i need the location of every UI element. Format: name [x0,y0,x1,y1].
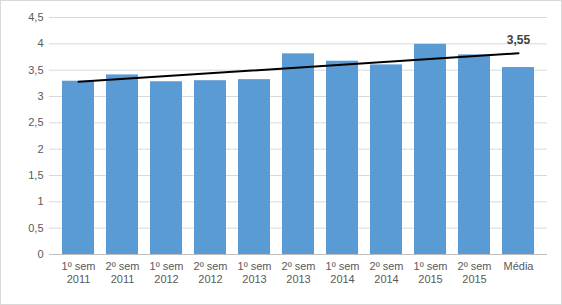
svg-text:3,5: 3,5 [28,64,43,76]
svg-text:3,55: 3,55 [507,33,531,47]
svg-text:4: 4 [37,37,43,49]
svg-text:2º sem2011: 2º sem2011 [106,260,140,285]
svg-text:1,5: 1,5 [28,169,43,181]
svg-text:0,5: 0,5 [28,222,43,234]
svg-text:1º sem2012: 1º sem2012 [150,260,184,285]
svg-text:0: 0 [37,248,43,260]
svg-text:1: 1 [37,195,43,207]
svg-text:2º sem2013: 2º sem2013 [282,260,316,285]
svg-text:2: 2 [37,143,43,155]
svg-text:2,5: 2,5 [28,116,43,128]
svg-text:1º sem2014: 1º sem2014 [326,260,360,285]
svg-text:2º sem2012: 2º sem2012 [194,260,228,285]
svg-text:1º sem2013: 1º sem2013 [238,260,272,285]
svg-text:2º sem2014: 2º sem2014 [370,260,404,285]
svg-text:4,5: 4,5 [28,11,43,23]
svg-text:1º sem2015: 1º sem2015 [414,260,448,285]
svg-text:2º sem2015: 2º sem2015 [458,260,492,285]
svg-text:3: 3 [37,90,43,102]
svg-text:1º sem2011: 1º sem2011 [62,260,96,285]
svg-text:Média: Média [504,260,535,272]
